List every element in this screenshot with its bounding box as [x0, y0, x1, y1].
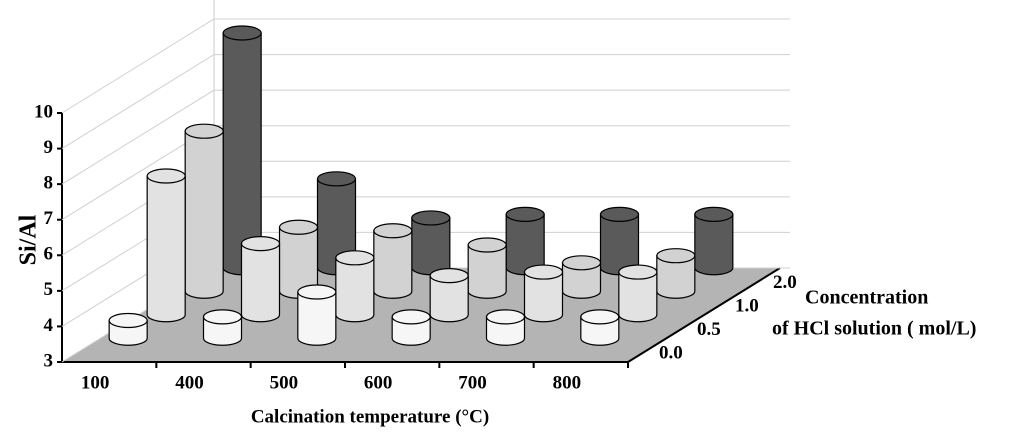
- cylinder-top: [108, 312, 148, 329]
- z-tick-label: 0.0: [659, 343, 683, 364]
- cylinder: [599, 206, 640, 276]
- cylinder-top: [411, 210, 451, 226]
- cylinder-top: [485, 309, 526, 325]
- cylinder: [373, 223, 413, 299]
- cylinder: [656, 248, 696, 299]
- cylinder: [108, 312, 148, 346]
- cylinder-body: [467, 244, 507, 299]
- cylinder-top: [297, 284, 337, 300]
- cylinder: [335, 250, 375, 323]
- y-tick-label: 5: [44, 279, 54, 300]
- cylinder-body: [485, 316, 526, 346]
- cylinder-body: [202, 316, 243, 346]
- grid-line: [61, 54, 790, 149]
- cylinder-top: [335, 250, 375, 266]
- cylinder-body: [184, 130, 224, 299]
- cylinder-top: [146, 168, 186, 184]
- x-tick-label: 800: [553, 372, 582, 393]
- y-axis-title: Si/Al: [16, 214, 42, 265]
- cylinder: [467, 237, 507, 299]
- cylinder-body: [656, 255, 696, 299]
- z-tick-label: 2.0: [773, 272, 797, 293]
- cylinder-top: [467, 237, 507, 253]
- cylinder: [523, 264, 564, 323]
- x-axis-title: Calcination temperature (°C): [251, 406, 489, 427]
- y-tick-label: 7: [44, 208, 54, 229]
- z-axis-title: of HCl solution ( mol/L): [772, 318, 976, 340]
- cylinder-top: [373, 223, 413, 239]
- y-tick-label: 8: [44, 173, 54, 194]
- cylinder: [202, 309, 243, 346]
- y-tick-label: 4: [44, 315, 54, 336]
- cylinder-body: [618, 271, 658, 323]
- cylinder-body: [240, 243, 281, 323]
- cylinder-top: [580, 309, 620, 325]
- cylinder-body: [373, 230, 413, 299]
- cylinder-top: [429, 268, 469, 284]
- cylinder-top: [202, 309, 243, 325]
- x-tick-label: 600: [364, 372, 393, 393]
- cylinder-top: [240, 236, 281, 252]
- cylinder-top: [523, 264, 564, 280]
- cylinder: [222, 25, 262, 276]
- x-tick-label: 100: [81, 372, 110, 393]
- cylinder-body: [335, 257, 375, 323]
- x-tick-label: 500: [270, 372, 299, 393]
- y-tick-label: 9: [44, 137, 54, 158]
- x-tick-label: 700: [458, 372, 487, 393]
- cylinder: [694, 206, 734, 276]
- cylinder-top: [316, 171, 357, 187]
- z-tick-label: 0.5: [697, 319, 721, 340]
- cylinder-top: [278, 219, 319, 235]
- cylinder-top: [561, 255, 602, 271]
- cylinder: [429, 268, 469, 323]
- cylinder-body: [411, 217, 451, 276]
- cylinder: [561, 255, 602, 299]
- z-tick-label: 1.0: [735, 296, 759, 317]
- cylinder-body: [561, 262, 602, 299]
- axis-line: [627, 267, 781, 363]
- cylinder-body: [391, 316, 431, 346]
- cylinder: [297, 284, 337, 346]
- grid-line: [61, 89, 790, 185]
- cylinder-body: [146, 175, 186, 323]
- cylinder-body: [429, 275, 469, 323]
- y-tick-label: 10: [34, 101, 53, 122]
- cylinder-top: [505, 206, 545, 222]
- y-tick-label: 3: [44, 350, 54, 371]
- cylinder: [184, 123, 224, 299]
- cylinder: [618, 264, 658, 323]
- cylinder: [505, 206, 545, 276]
- cylinder-top: [694, 206, 734, 222]
- cylinder-top: [184, 123, 224, 139]
- cylinder-body: [694, 213, 734, 276]
- cylinder-body: [580, 316, 620, 346]
- x-tick-label: 400: [175, 372, 204, 393]
- cylinder: [411, 210, 451, 276]
- cylinder: [240, 236, 281, 323]
- cylinder-body: [297, 291, 337, 346]
- cylinder: [146, 168, 186, 323]
- cylinder-top: [599, 206, 640, 222]
- cylinder-top: [656, 248, 696, 264]
- cylinder: [485, 309, 526, 346]
- cylinder-top: [618, 264, 658, 280]
- cylinder-top: [391, 309, 431, 325]
- z-axis-title: Concentration: [805, 287, 928, 309]
- cylinder: [580, 309, 620, 346]
- cylinder: [391, 309, 431, 346]
- grid-line: [61, 18, 790, 114]
- y-tick-label: 6: [44, 244, 54, 265]
- cylinder-body: [523, 271, 564, 323]
- cylinder-top: [222, 25, 262, 41]
